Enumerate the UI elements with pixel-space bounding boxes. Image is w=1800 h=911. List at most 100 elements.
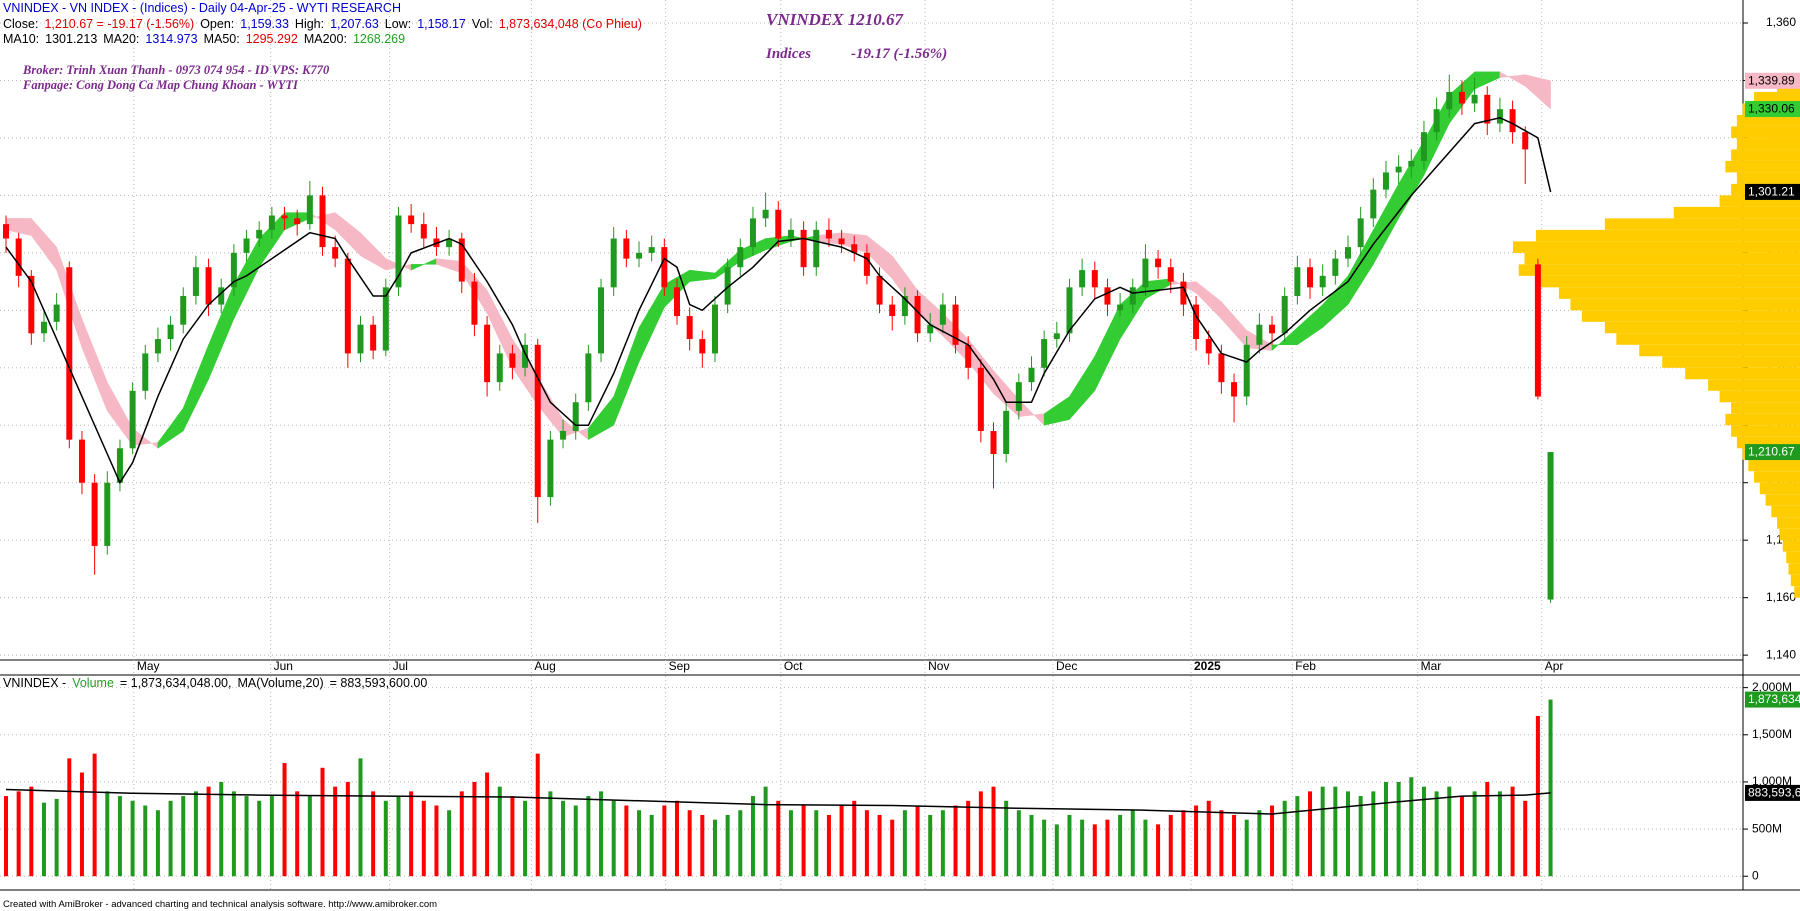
candle-body [901, 295, 908, 317]
volume-profile-bar [1616, 333, 1800, 345]
volume-bar [1004, 800, 1009, 877]
volume-profile-bar [1779, 528, 1800, 541]
candle-body [623, 238, 630, 259]
candle-body [408, 215, 415, 225]
volume-header-text: Volume [72, 676, 114, 690]
volume-bar [1371, 791, 1376, 877]
volume-bar [1181, 810, 1186, 877]
volume-profile-bar [1788, 563, 1800, 575]
candle-body [395, 215, 402, 288]
volume-profile-bar [1736, 172, 1800, 184]
volume-bar [105, 791, 110, 877]
volume-bar [219, 781, 224, 877]
candle-body [420, 224, 427, 239]
candle-body [91, 482, 98, 546]
candle-body [572, 402, 579, 432]
volume-profile-bar [1731, 425, 1800, 437]
candle-body [1269, 324, 1276, 334]
volume-bar [29, 786, 34, 877]
volume-bar [497, 786, 502, 877]
value-badge [1745, 101, 1800, 118]
volume-bar [839, 805, 844, 877]
y-tick-label: 1,160 [1766, 590, 1796, 604]
candle-body [661, 247, 668, 288]
candle-body [1180, 281, 1187, 305]
volume-bar [1042, 819, 1047, 877]
footer: Created with AmiBroker - advanced charti… [3, 899, 438, 910]
volume-bar [1232, 814, 1237, 877]
watermark-change: -19.17 (-1.56%) [851, 46, 948, 62]
volume-bar [1345, 791, 1350, 877]
ribbon-segment [182, 344, 209, 432]
header-text: 1314.973 [145, 32, 198, 46]
volume-bar [510, 796, 515, 877]
candle-body [534, 344, 541, 498]
ribbon-segment [1524, 74, 1551, 110]
header-text: 1,158.17 [417, 16, 466, 31]
volume-tick-label: 0 [1752, 868, 1759, 882]
volume-header: VNINDEX - Volume = 1,873,634,048.00, MA(Vol… [3, 676, 433, 691]
y-tick-label: 1,140 [1766, 647, 1796, 661]
ribbon-segment [334, 212, 361, 257]
volume-bar [763, 786, 768, 877]
candle-body [357, 324, 364, 354]
volume-profile-bar [1736, 137, 1800, 150]
volume-bar [1105, 819, 1110, 877]
value-badge [1745, 183, 1800, 200]
volume-bar [1434, 791, 1439, 877]
volume-bar [548, 791, 553, 877]
header-text: MA200: [303, 32, 347, 46]
candle-body [116, 448, 123, 483]
volume-bar [788, 810, 793, 877]
candle-body [585, 353, 592, 403]
header-text: MA50: [203, 32, 240, 46]
header-text: Open: [200, 16, 235, 31]
candle-body [800, 229, 807, 268]
volume-profile-bar [1558, 287, 1800, 299]
volume-header-text: = 1,873,634,048.00, [119, 676, 232, 690]
volume-profile-bar [1518, 264, 1800, 276]
volume-profile-bar [1639, 344, 1800, 357]
candle-body [496, 353, 503, 383]
candle-body [560, 431, 567, 440]
header-line: MA10: 1301.213 MA20: 1314.973 MA50: 1295.292 M… [3, 32, 411, 47]
volume-bar [333, 786, 338, 877]
volume-bar [295, 791, 300, 877]
volume-bar [611, 800, 616, 877]
volume-profile-bar [1708, 379, 1800, 391]
volume-bar [307, 796, 312, 877]
x-tick-label: Jul [393, 659, 408, 673]
candle-body [927, 324, 934, 334]
header-text: 1,210.67 = -19.17 (-1.56%) [44, 16, 195, 31]
candle-body [1155, 258, 1162, 268]
volume-profile-bar [1604, 321, 1800, 334]
candle-body [1041, 339, 1048, 368]
header-line: Close: 1,210.67 = -19.17 (-1.56%) Open: 1,1… [3, 17, 648, 32]
volume-header-text: VNINDEX - [3, 676, 67, 690]
volume-bar [92, 753, 97, 877]
volume-bar [1067, 814, 1072, 877]
candle-body [686, 316, 693, 340]
volume-bar [1396, 781, 1401, 877]
volume-bar [371, 791, 376, 877]
candle-body [863, 252, 870, 276]
candle-body [1079, 270, 1086, 288]
ribbon-segment [31, 217, 57, 271]
value-badge-label: 1,330.06 [1748, 102, 1795, 116]
header-text: MA10: [3, 32, 40, 46]
candle-body [939, 304, 946, 325]
candle-body [142, 353, 149, 391]
volume-bar [662, 805, 667, 877]
candle-body [1281, 295, 1288, 334]
volume-profile-bar [1673, 206, 1800, 219]
volume-profile-bar [1570, 298, 1800, 311]
volume-tick-label: 500M [1752, 821, 1782, 835]
candle-body [78, 439, 85, 483]
volume-bar [561, 800, 566, 877]
volume-bar [421, 800, 426, 877]
volume-bar [257, 800, 262, 877]
x-tick-label: 2025 [1194, 659, 1221, 673]
candle-body [813, 229, 820, 268]
ribbon-segment [1069, 355, 1096, 421]
